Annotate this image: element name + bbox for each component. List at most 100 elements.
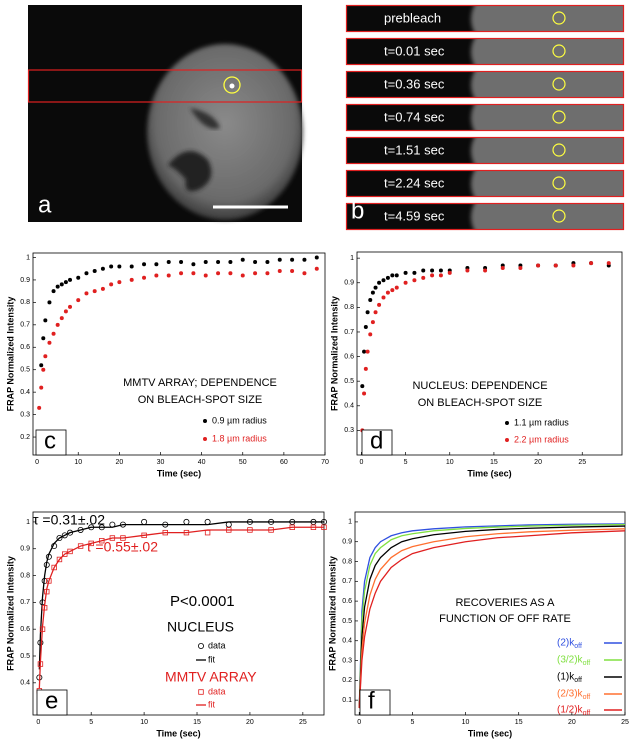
- plot-frame: [356, 251, 623, 456]
- chart: 0 10 20 30 40 50 60 70 0.2 0.3 0.4 0.5 0.6 0.7 0.8 0.9 1…: [5, 252, 329, 478]
- x-tick-label: 20: [115, 459, 123, 466]
- data-point: [373, 310, 378, 315]
- data-point: [203, 259, 208, 264]
- x-tick-label: 0: [35, 459, 39, 466]
- y-tick-label: 0.9: [344, 280, 354, 287]
- legend-label: 1.1 µm radius: [514, 417, 569, 427]
- data-point: [368, 297, 373, 302]
- y-tick-label: 1: [26, 254, 30, 261]
- series-line: [358, 523, 626, 709]
- data-point: [56, 535, 63, 542]
- data-point: [63, 280, 68, 285]
- legend-label: (3/2)k: [557, 655, 584, 666]
- data-point: [129, 264, 134, 269]
- data-point: [465, 268, 470, 273]
- data-point: [109, 264, 114, 269]
- bleach-spot: [552, 176, 566, 190]
- data-point: [412, 270, 417, 275]
- data-point: [421, 268, 426, 273]
- legend-label: 2.2 µm radius: [514, 434, 569, 444]
- panel-letter: b: [351, 197, 364, 224]
- y-tick-label: 0.8: [342, 558, 352, 565]
- legend-swatch: [203, 419, 207, 423]
- legend-label: (2/3)k: [557, 689, 584, 700]
- y-axis-label: FRAP Normalized Intensity: [329, 296, 339, 411]
- y-tick-label: 0.8: [20, 299, 30, 306]
- series-line: [358, 528, 626, 709]
- data-point: [240, 273, 245, 278]
- data-point: [39, 385, 44, 390]
- data-point: [362, 391, 367, 396]
- annotation: MMTV ARRAY: [165, 669, 257, 685]
- data-point: [228, 259, 233, 264]
- y-tick-label: 0.9: [20, 277, 30, 284]
- x-tick-label: 0: [357, 719, 361, 726]
- annotation: RECOVERIES AS A: [455, 597, 555, 609]
- data-point: [84, 271, 89, 276]
- frame-border: [345, 169, 625, 198]
- x-tick-label: 30: [157, 459, 165, 466]
- data-point: [179, 259, 184, 264]
- legend-label: data: [208, 686, 226, 696]
- data-point: [290, 257, 295, 262]
- data-point: [216, 271, 221, 276]
- y-tick-label: 0.5: [20, 653, 30, 660]
- data-point: [39, 363, 44, 368]
- panel-b: prebleach t=0.01 sec t=0.36 sec t=0.74 sec t…: [345, 4, 625, 231]
- data-point: [381, 295, 386, 300]
- annotation: P<0.0001: [170, 593, 235, 610]
- bleach-spot: [552, 110, 566, 124]
- data-point: [385, 275, 390, 280]
- nucleus-strip: [471, 137, 624, 164]
- annotation: NUCLEUS: [167, 619, 234, 635]
- panel-letter: a: [38, 191, 52, 218]
- x-tick-label: 10: [462, 719, 470, 726]
- data-point: [43, 318, 48, 323]
- data-point: [228, 271, 233, 276]
- legend-label: fit: [208, 654, 216, 664]
- data-point: [59, 282, 64, 287]
- frame-border: [345, 136, 625, 165]
- y-tick-label: 0.1: [342, 697, 352, 704]
- nucleus-strip: [471, 170, 624, 197]
- data-point: [385, 290, 390, 295]
- panel-letter: e: [45, 687, 58, 714]
- data-point: [390, 288, 395, 293]
- data-point: [365, 310, 370, 315]
- frame-label: t=2.24 sec: [384, 175, 445, 190]
- y-tick-label: 0.5: [20, 367, 30, 374]
- data-point: [179, 271, 184, 276]
- series-line: [358, 525, 626, 709]
- frame-label: t=1.51 sec: [384, 142, 445, 157]
- data-point: [56, 556, 63, 563]
- y-tick-label: 0.3: [20, 411, 30, 418]
- panel-a: a: [27, 5, 303, 222]
- data-point: [483, 268, 488, 273]
- legend-swatch: [198, 689, 204, 695]
- data-point: [438, 273, 443, 278]
- x-tick-label: 20: [246, 719, 254, 726]
- data-point: [92, 268, 97, 273]
- legend-label: data: [208, 640, 226, 650]
- data-point: [76, 275, 81, 280]
- frame-label: t=0.01 sec: [384, 43, 445, 58]
- data-point: [51, 289, 56, 294]
- legend-label-sub: off: [583, 694, 591, 701]
- data-point: [314, 255, 319, 260]
- data-point: [61, 532, 68, 539]
- data-point: [362, 349, 367, 354]
- data-point: [67, 548, 73, 555]
- y-tick-label: 0.5: [342, 618, 352, 625]
- panel-letter-box: [361, 429, 393, 456]
- y-tick-label: 0.3: [344, 427, 354, 434]
- y-tick-label: 0.5: [344, 378, 354, 385]
- data-point: [265, 271, 270, 276]
- frame-border: [345, 202, 625, 231]
- data-point: [84, 291, 89, 296]
- x-tick-label: 20: [568, 719, 576, 726]
- strip-box: [27, 69, 303, 103]
- legend-swatch: [197, 643, 204, 650]
- data-point: [363, 366, 368, 371]
- data-point: [166, 273, 171, 278]
- dark-region: [168, 151, 212, 192]
